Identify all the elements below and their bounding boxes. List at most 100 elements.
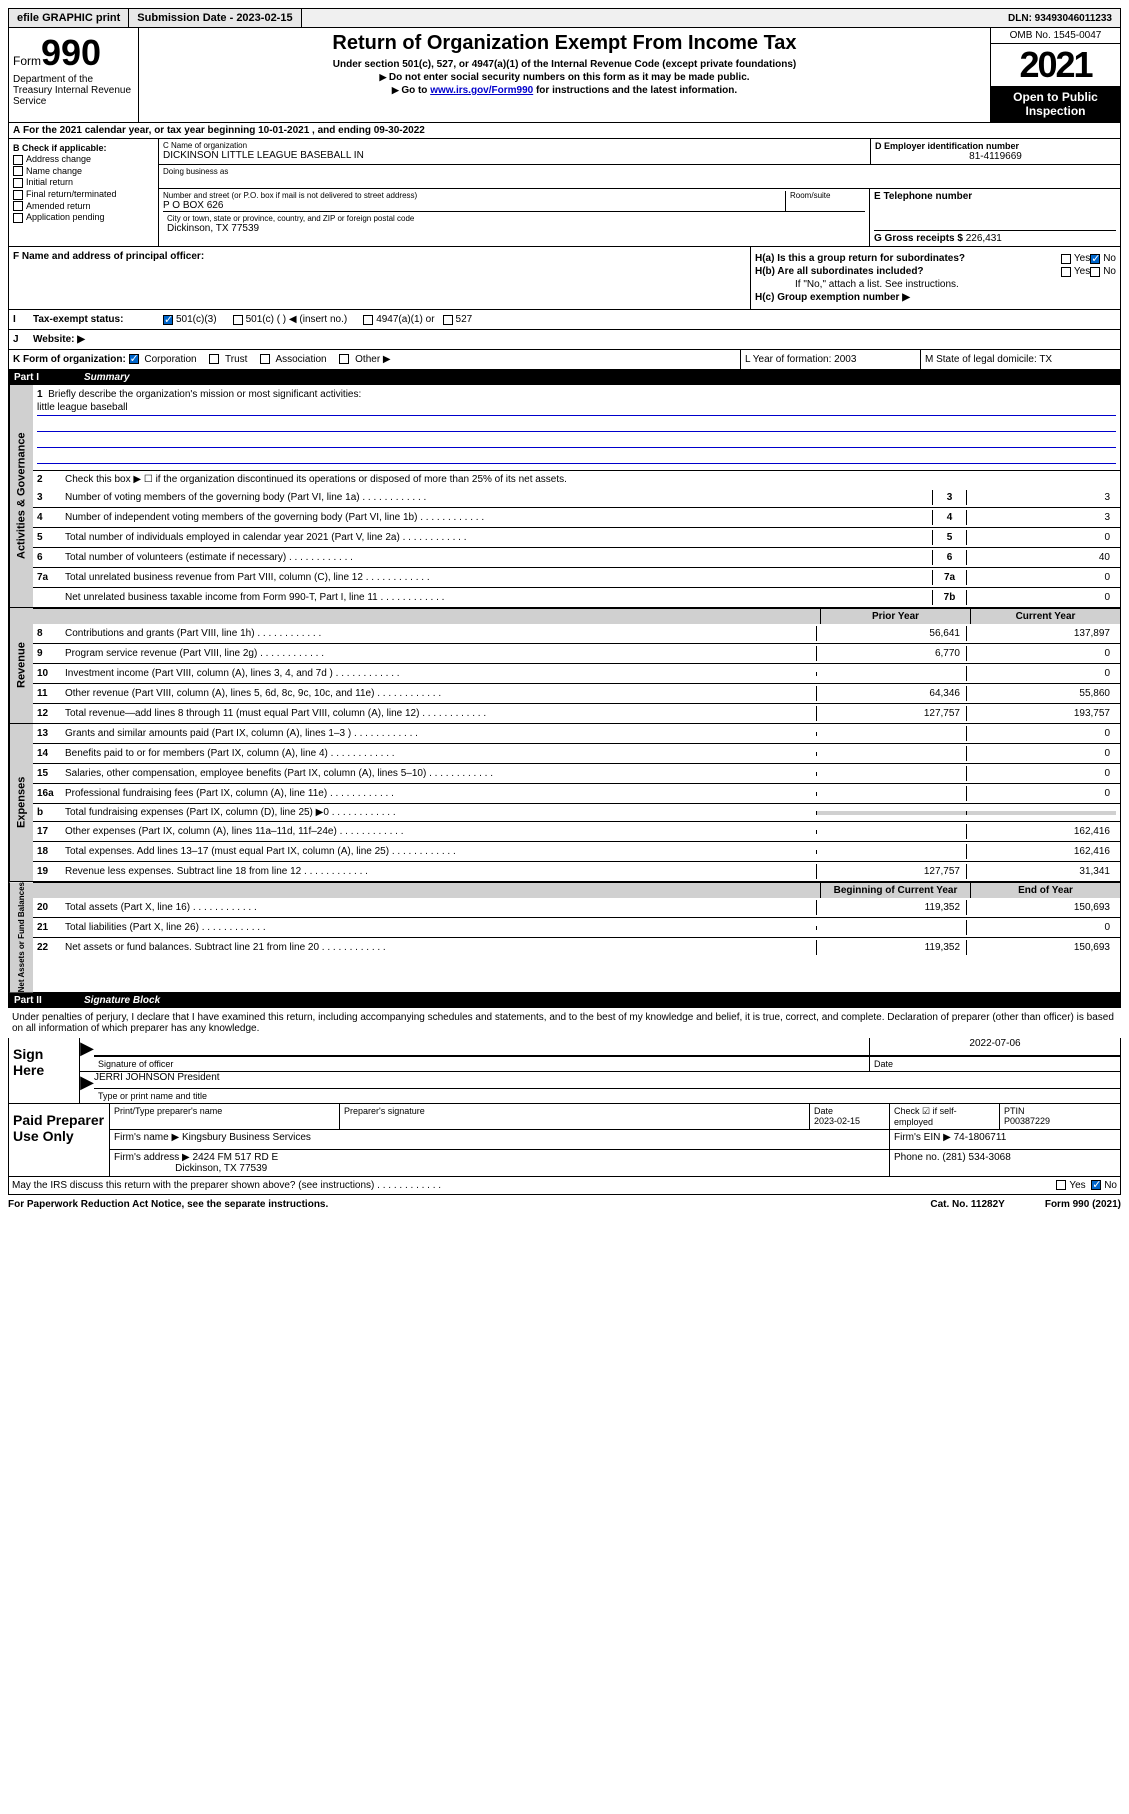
form-number: 990	[41, 32, 101, 73]
name-label: C Name of organization	[163, 141, 866, 150]
officer-name: JERRI JOHNSON President	[94, 1072, 1120, 1088]
vert-exp: Expenses	[9, 724, 33, 881]
footer: For Paperwork Reduction Act Notice, see …	[8, 1195, 1121, 1214]
table-row: 19Revenue less expenses. Subtract line 1…	[33, 861, 1120, 881]
form-word: Form	[13, 54, 41, 68]
date-label: Date	[870, 1056, 1120, 1071]
table-row: 15Salaries, other compensation, employee…	[33, 763, 1120, 783]
table-row: 22Net assets or fund balances. Subtract …	[33, 937, 1120, 957]
table-row: Net unrelated business taxable income fr…	[33, 587, 1120, 607]
table-row: 14Benefits paid to or for members (Part …	[33, 743, 1120, 763]
chk-initial[interactable]: Initial return	[13, 177, 154, 188]
chk-501c3[interactable]	[163, 315, 173, 325]
chk-name[interactable]: Name change	[13, 166, 154, 177]
hc-text: H(c) Group exemption number ▶	[755, 292, 910, 303]
form-title: Return of Organization Exempt From Incom…	[149, 32, 980, 55]
part2-header: Part II Signature Block	[8, 993, 1121, 1008]
sig-date: 2022-07-06	[870, 1038, 1120, 1056]
chk-4947[interactable]	[363, 315, 373, 325]
omb: OMB No. 1545-0047	[991, 28, 1120, 44]
q2: Check this box ▶ ☐ if the organization d…	[65, 474, 1116, 485]
ein-value: 81-4119669	[875, 151, 1116, 162]
dba-label: Doing business as	[163, 167, 1116, 176]
table-row: bTotal fundraising expenses (Part IX, co…	[33, 803, 1120, 821]
prep-hdr-name: Print/Type preparer's name	[110, 1104, 340, 1129]
firm-name: Kingsbury Business Services	[182, 1132, 311, 1143]
row-k: K Form of organization: Corporation Trus…	[8, 350, 1121, 370]
vert-bal: Net Assets or Fund Balances	[9, 882, 33, 992]
top-bar: efile GRAPHIC print Submission Date - 20…	[8, 8, 1121, 28]
dept: Department of the Treasury Internal Reve…	[13, 74, 134, 107]
ptin: P00387229	[1004, 1116, 1050, 1126]
efile-btn[interactable]: efile GRAPHIC print	[9, 9, 129, 27]
pra-notice: For Paperwork Reduction Act Notice, see …	[8, 1199, 328, 1210]
addr-label: Number and street (or P.O. box if mail i…	[163, 191, 785, 200]
chk-corp[interactable]	[129, 354, 139, 364]
chk-final[interactable]: Final return/terminated	[13, 189, 154, 200]
state-domicile: M State of legal domicile: TX	[920, 350, 1120, 369]
table-row: 8Contributions and grants (Part VIII, li…	[33, 624, 1120, 643]
table-row: 17Other expenses (Part IX, column (A), l…	[33, 821, 1120, 841]
name-label: Type or print name and title	[94, 1088, 1120, 1103]
table-row: 20Total assets (Part X, line 16)119,3521…	[33, 898, 1120, 917]
form-header: Form990 Department of the Treasury Inter…	[8, 28, 1121, 123]
sign-here: Sign Here	[9, 1038, 79, 1103]
part1-header: Part I Summary	[8, 370, 1121, 385]
table-row: 5Total number of individuals employed in…	[33, 527, 1120, 547]
open-public: Open to Public Inspection	[991, 86, 1120, 122]
table-row: 18Total expenses. Add lines 13–17 (must …	[33, 841, 1120, 861]
city-label: City or town, state or province, country…	[167, 214, 861, 223]
prep-date: 2023-02-15	[814, 1116, 860, 1126]
table-row: 6Total number of volunteers (estimate if…	[33, 547, 1120, 567]
chk-501c[interactable]	[233, 315, 243, 325]
prep-hdr-sig: Preparer's signature	[340, 1104, 810, 1129]
table-row: 13Grants and similar amounts paid (Part …	[33, 724, 1120, 743]
table-row: 21Total liabilities (Part X, line 26)0	[33, 917, 1120, 937]
firm-addr: 2424 FM 517 RD E	[193, 1152, 279, 1163]
vert-rev: Revenue	[9, 608, 33, 723]
room-label: Room/suite	[785, 191, 865, 211]
submission-date: Submission Date - 2023-02-15	[129, 9, 301, 27]
row-a-text: For the 2021 calendar year, or tax year …	[23, 125, 425, 136]
dln: DLN: 93493046011233	[1000, 10, 1120, 27]
box-b: B Check if applicable: Address change Na…	[9, 139, 159, 246]
vert-ag: Activities & Governance	[9, 385, 33, 607]
chk-527[interactable]	[443, 315, 453, 325]
gross-value: 226,431	[966, 233, 1002, 244]
hdr-end: End of Year	[970, 883, 1120, 898]
hb-note: If "No," attach a list. See instructions…	[755, 279, 1116, 290]
hdr-curr: Current Year	[970, 609, 1120, 624]
sub3: Go to www.irs.gov/Form990 for instructio…	[149, 85, 980, 96]
firm-phone: (281) 534-3068	[942, 1152, 1010, 1163]
self-emp[interactable]: Check ☑ if self-employed	[890, 1104, 1000, 1129]
chk-amended[interactable]: Amended return	[13, 201, 154, 212]
may-irs: May the IRS discuss this return with the…	[8, 1177, 1121, 1195]
gross-label: G Gross receipts $	[874, 233, 963, 244]
irs-link[interactable]: www.irs.gov/Form990	[430, 85, 533, 96]
table-row: 11Other revenue (Part VIII, column (A), …	[33, 683, 1120, 703]
sub2: Do not enter social security numbers on …	[149, 72, 980, 83]
row-a: A For the 2021 calendar year, or tax yea…	[8, 123, 1121, 139]
hdr-prior: Prior Year	[820, 609, 970, 624]
hb-text: H(b) Are all subordinates included?	[755, 266, 1061, 277]
sub1: Under section 501(c), 527, or 4947(a)(1)…	[149, 59, 980, 70]
row-i: I Tax-exempt status: 501(c)(3) 501(c) ( …	[8, 310, 1121, 330]
sig-officer-label: Signature of officer	[94, 1056, 869, 1071]
chk-addr[interactable]: Address change	[13, 154, 154, 165]
firm-ein: 74-1806711	[954, 1132, 1007, 1143]
ha-text: H(a) Is this a group return for subordin…	[755, 253, 1061, 264]
table-row: 4Number of independent voting members of…	[33, 507, 1120, 527]
box-b-title: B Check if applicable:	[13, 143, 154, 153]
form-ref: Form 990 (2021)	[1045, 1199, 1121, 1210]
table-row: 12Total revenue—add lines 8 through 11 (…	[33, 703, 1120, 723]
tax-year: 2021	[991, 44, 1120, 86]
cat-no: Cat. No. 11282Y	[930, 1199, 1004, 1210]
chk-pending[interactable]: Application pending	[13, 212, 154, 223]
box-f: F Name and address of principal officer:	[9, 247, 750, 309]
chk-other[interactable]	[339, 354, 349, 364]
chk-trust[interactable]	[209, 354, 219, 364]
chk-assoc[interactable]	[260, 354, 270, 364]
ein-label: D Employer identification number	[875, 141, 1116, 151]
table-row: 9Program service revenue (Part VIII, lin…	[33, 643, 1120, 663]
table-row: 7aTotal unrelated business revenue from …	[33, 567, 1120, 587]
